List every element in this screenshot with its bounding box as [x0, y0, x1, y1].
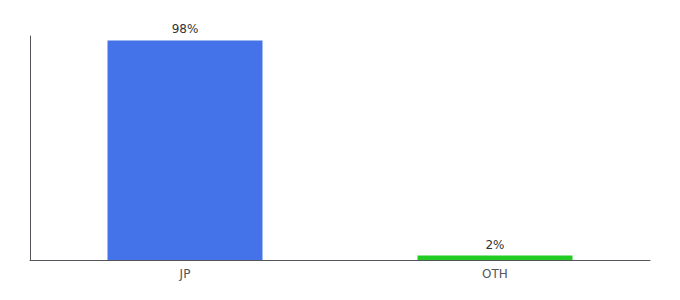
svg-text:98%: 98%	[172, 22, 199, 36]
svg-text:2%: 2%	[485, 238, 504, 252]
svg-text:JP: JP	[179, 267, 191, 281]
svg-text:OTH: OTH	[482, 267, 508, 281]
